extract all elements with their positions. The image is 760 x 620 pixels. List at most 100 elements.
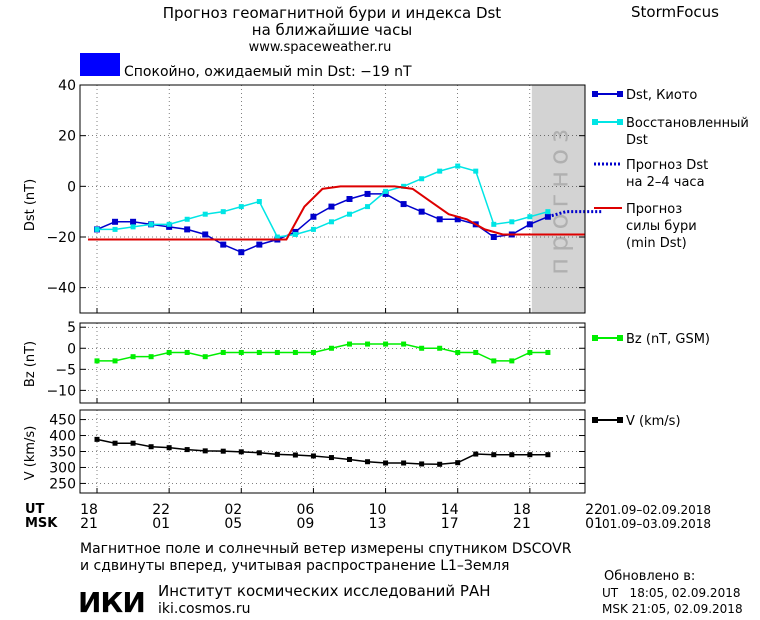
ut-tick-label: 02 (224, 502, 242, 518)
dst-point (310, 226, 316, 232)
ut-tick-label: 22 (585, 502, 603, 518)
forecast-zone (531, 85, 585, 313)
ut-tick-label: 22 (152, 502, 170, 518)
dst-point (328, 219, 334, 225)
legend-label: Прогноз Dst (626, 158, 708, 173)
dst-point (419, 176, 425, 182)
legend-label: Bz (nT, GSM) (626, 332, 710, 347)
v-point (220, 448, 226, 454)
msk-tick-label: 21 (80, 516, 98, 532)
bz-point (166, 349, 172, 355)
legend-label: (min Dst) (626, 236, 687, 251)
dst-point (112, 218, 119, 225)
bz-point (491, 358, 497, 364)
dst-point (509, 219, 515, 225)
msk-tick-label: 01 (585, 516, 603, 532)
v-point (401, 460, 407, 466)
v-point (347, 456, 352, 462)
legend-label: на 2–4 часа (626, 175, 705, 190)
bz-point (455, 349, 461, 355)
bz-point (365, 341, 371, 347)
legend-marker (617, 91, 623, 97)
updated-ut: UT 18:05, 02.09.2018 (602, 586, 740, 600)
legend-marker (592, 91, 598, 97)
v-ytick-label: 450 (49, 413, 76, 429)
bz-point (328, 345, 334, 351)
legend-marker (592, 417, 598, 423)
institute-site: iki.cosmos.ru (158, 601, 250, 617)
brand-name: StormFocus (631, 3, 719, 21)
v-point (455, 460, 461, 466)
dst-point (256, 241, 263, 248)
bz-point (292, 349, 298, 355)
dst-point (274, 234, 280, 240)
dst-ytick-label: 20 (58, 129, 76, 145)
updated-label: Обновлено в: (604, 569, 695, 584)
v-ytick-label: 350 (49, 445, 76, 461)
dst-series-line-1 (97, 165, 549, 238)
ut-date-range: 01.09–02.09.2018 (602, 503, 711, 517)
v-ytick-label: 400 (49, 429, 76, 445)
v-point (256, 450, 262, 456)
bz-ytick-label: −10 (46, 383, 76, 399)
bz-point (473, 349, 479, 355)
bz-point (148, 354, 154, 360)
dst-point (256, 199, 262, 205)
note-line1: Магнитное поле и солнечный ветер измерен… (80, 541, 572, 557)
dst-ytick-label: 40 (58, 78, 76, 94)
dst-point (202, 211, 208, 217)
v-point (365, 459, 371, 465)
dst-point (364, 190, 371, 197)
v-point (274, 451, 280, 457)
dst-point (491, 221, 497, 227)
v-point (419, 461, 425, 467)
v-point (310, 453, 316, 459)
bz-point (220, 349, 226, 355)
bz-point (437, 345, 443, 351)
legend: Dst, Киото Восстановленный Dst Прогноз Dst н… (592, 88, 749, 429)
dst-plot-frame (79, 84, 586, 314)
msk-label: MSK (25, 516, 58, 531)
bz-ytick-label: 0 (67, 341, 76, 357)
dst-point (436, 216, 443, 223)
bz-point (383, 341, 389, 347)
dst-point (382, 190, 389, 197)
dst-point (112, 226, 118, 232)
dst-point (328, 203, 335, 210)
v-axis-label: V (km/s) (23, 426, 38, 481)
v-point (184, 447, 190, 453)
ut-tick-label: 18 (513, 502, 531, 518)
bz-point (94, 358, 100, 364)
institute-name: Институт космических исследований РАН (158, 582, 491, 600)
dst-point (238, 249, 245, 256)
dst-ytick-label: −20 (46, 230, 76, 246)
msk-tick-label: 01 (152, 516, 170, 532)
v-point (509, 452, 515, 458)
bz-point (274, 349, 280, 355)
bz-point (112, 358, 118, 364)
dst-point (130, 224, 136, 230)
bz-point (509, 358, 515, 364)
dst-point (545, 209, 551, 215)
dst-ytick-label: −40 (46, 281, 76, 297)
dst-point (526, 221, 533, 228)
v-point (437, 461, 443, 467)
bz-point (419, 345, 425, 351)
dst-point (401, 183, 407, 189)
msk-tick-label: 09 (297, 516, 315, 532)
v-point (202, 448, 208, 454)
dst-point (292, 228, 299, 235)
v-point (383, 460, 389, 466)
bz-point (401, 341, 407, 347)
msk-date-range: 01.09–03.09.2018 (602, 517, 711, 531)
v-point (473, 451, 479, 457)
ut-tick-label: 06 (297, 502, 315, 518)
v-point (527, 452, 533, 458)
ut-tick-label: 18 (80, 502, 98, 518)
status-text: Спокойно, ожидаемый min Dst: −19 nT (124, 64, 412, 80)
dst-point (310, 213, 317, 220)
status-color-swatch (80, 53, 120, 76)
dst-point (220, 209, 226, 215)
